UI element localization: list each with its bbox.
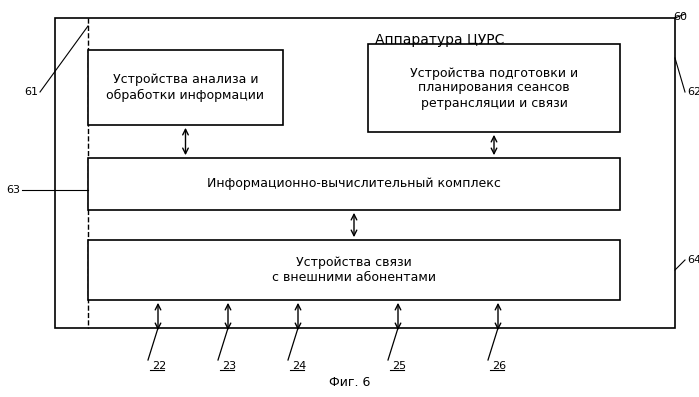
Text: Фиг. 6: Фиг. 6 (329, 376, 370, 389)
Bar (88, 50, 283, 125)
Text: 60: 60 (673, 12, 687, 22)
Text: 25: 25 (392, 361, 406, 371)
Text: 24: 24 (292, 361, 306, 371)
Text: Информационно-вычислительный комплекс: Информационно-вычислительный комплекс (207, 177, 501, 191)
Text: 63: 63 (6, 185, 20, 195)
Text: Устройства подготовки и
планирования сеансов
ретрансляции и связи: Устройства подготовки и планирования сеа… (410, 67, 578, 110)
Bar (55, 18, 675, 328)
Bar (88, 158, 620, 210)
Bar (88, 240, 620, 300)
Bar (368, 44, 620, 132)
Text: 64: 64 (687, 255, 699, 265)
Text: 62: 62 (687, 87, 699, 97)
Text: 61: 61 (24, 87, 38, 97)
Text: Устройства анализа и
обработки информации: Устройства анализа и обработки информаци… (106, 73, 264, 102)
Text: 22: 22 (152, 361, 166, 371)
Text: 23: 23 (222, 361, 236, 371)
Text: 26: 26 (492, 361, 506, 371)
Text: Аппаратура ЦУРС: Аппаратура ЦУРС (375, 33, 504, 47)
Text: Устройства связи
с внешними абонентами: Устройства связи с внешними абонентами (272, 256, 436, 284)
